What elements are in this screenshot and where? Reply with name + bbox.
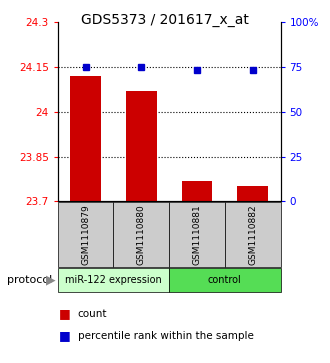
Bar xyxy=(237,187,268,201)
Text: percentile rank within the sample: percentile rank within the sample xyxy=(78,331,253,341)
Text: GSM1110881: GSM1110881 xyxy=(192,204,202,265)
Text: GSM1110879: GSM1110879 xyxy=(81,204,90,265)
Text: GSM1110880: GSM1110880 xyxy=(137,204,146,265)
Text: control: control xyxy=(208,275,242,285)
Bar xyxy=(182,180,212,201)
Text: protocol: protocol xyxy=(7,275,52,285)
Bar xyxy=(70,76,101,201)
Text: count: count xyxy=(78,309,107,319)
Text: ▶: ▶ xyxy=(46,273,56,286)
Text: ■: ■ xyxy=(58,307,70,321)
Bar xyxy=(126,91,157,201)
Text: miR-122 expression: miR-122 expression xyxy=(65,275,162,285)
Text: GDS5373 / 201617_x_at: GDS5373 / 201617_x_at xyxy=(81,13,249,27)
Text: ■: ■ xyxy=(58,329,70,342)
Text: GSM1110882: GSM1110882 xyxy=(248,204,257,265)
